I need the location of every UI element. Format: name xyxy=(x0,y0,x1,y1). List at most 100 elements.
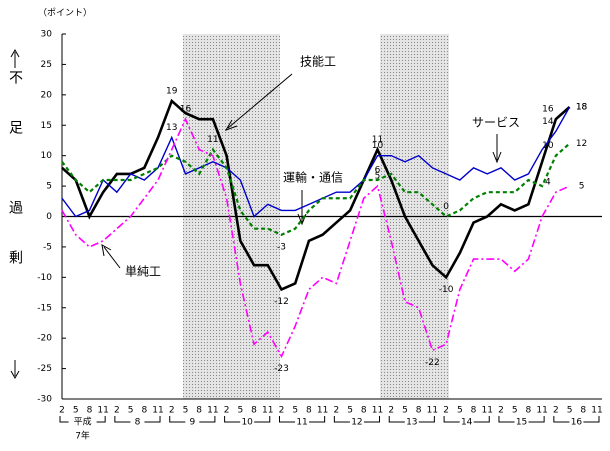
data-label: 0 xyxy=(443,202,449,212)
y-tick-label: 15 xyxy=(41,121,52,131)
x-tick-label: 11 xyxy=(207,406,218,416)
y-tick-label: -5 xyxy=(43,242,52,252)
data-label: 16 xyxy=(542,105,554,115)
arrow xyxy=(227,73,293,129)
data-label: 11 xyxy=(372,135,383,145)
x-tick-label: 2 xyxy=(224,406,230,416)
x-tick-label: 5 xyxy=(183,406,189,416)
x-tick-label: 8 xyxy=(251,406,257,416)
year-label: 10 xyxy=(241,418,253,428)
y-label-shortage: 不足 xyxy=(7,70,23,170)
series-line xyxy=(61,106,571,218)
label-bg xyxy=(295,417,310,427)
y-tick-label: 0 xyxy=(46,212,52,222)
x-tick-label: 2 xyxy=(498,406,504,416)
data-label: 4 xyxy=(545,178,551,188)
x-tick-label: 5 xyxy=(292,406,298,416)
arrow-head xyxy=(492,151,502,164)
year-label: 7年 xyxy=(75,430,90,442)
x-tick-label: 11 xyxy=(262,406,273,416)
year-label: 14 xyxy=(461,418,473,428)
series-annotation: 単純工 xyxy=(125,265,161,279)
year-label: 8 xyxy=(135,418,141,428)
x-tick-label: 5 xyxy=(457,406,463,416)
data-label: 12 xyxy=(576,139,587,149)
data-label: 11 xyxy=(207,135,218,145)
label-bg xyxy=(185,417,200,427)
y-tick-label: -15 xyxy=(37,303,52,313)
x-tick-label: 11 xyxy=(152,406,163,416)
arrow-head xyxy=(101,244,112,257)
data-label: -22 xyxy=(425,358,440,368)
series-line xyxy=(61,98,571,292)
data-label: 10 xyxy=(542,141,554,151)
y-tick-label: 30 xyxy=(41,30,53,40)
x-tick-label: 2 xyxy=(59,406,65,416)
series-line xyxy=(61,117,570,359)
data-label: 18 xyxy=(576,103,588,113)
x-tick-label: 5 xyxy=(512,406,518,416)
x-tick-label: 2 xyxy=(443,406,449,416)
data-label: -3 xyxy=(277,242,286,252)
era-label: 平成 xyxy=(74,416,92,428)
x-tick-label: 8 xyxy=(416,406,422,416)
x-tick-label: 11 xyxy=(372,406,383,416)
year-label: 15 xyxy=(516,418,527,428)
x-tick-label: 8 xyxy=(306,406,312,416)
x-tick-label: 8 xyxy=(580,406,586,416)
data-label: 18 xyxy=(576,103,588,113)
label-bg xyxy=(459,417,474,427)
x-tick-label: 11 xyxy=(591,406,602,416)
label-bg xyxy=(240,417,255,427)
x-tick-label: 5 xyxy=(567,406,573,416)
series-annotation: サービス xyxy=(472,116,520,130)
x-tick-label: 11 xyxy=(536,406,547,416)
x-tick-label: 11 xyxy=(317,406,328,416)
data-label: 19 xyxy=(166,86,178,96)
year-label: 13 xyxy=(406,418,417,428)
label-bg xyxy=(68,417,97,427)
x-tick-label: 11 xyxy=(97,406,108,416)
x-tick-label: 8 xyxy=(526,406,532,416)
y-tick-label: 10 xyxy=(41,151,53,161)
x-tick-label: 2 xyxy=(169,406,175,416)
y-tick-label: 5 xyxy=(46,182,52,192)
arrow-head xyxy=(10,370,20,380)
label-bg xyxy=(349,417,364,427)
y-tick-label: -25 xyxy=(37,364,52,374)
x-tick-label: 11 xyxy=(482,406,493,416)
y-tick-label: -10 xyxy=(37,273,52,283)
year-label: 9 xyxy=(189,418,195,428)
data-label: 6 xyxy=(375,166,381,176)
label-bg xyxy=(130,417,145,427)
arrow-head xyxy=(224,119,238,131)
label-bg xyxy=(514,417,529,427)
x-tick-label: 8 xyxy=(196,406,202,416)
year-label: 12 xyxy=(351,418,362,428)
y-tick-label: 20 xyxy=(41,90,53,100)
label-bg xyxy=(569,417,584,427)
year-label: 11 xyxy=(296,418,307,428)
series-line xyxy=(61,142,571,236)
y-tick-label: -30 xyxy=(37,395,52,405)
y-label-top xyxy=(10,48,20,68)
data-label: -10 xyxy=(439,285,454,295)
data-label: -23 xyxy=(274,364,289,374)
label-bg xyxy=(404,417,419,427)
series-annotation: 技能工 xyxy=(300,55,336,69)
data-label: 5 xyxy=(579,182,585,192)
x-tick-label: 2 xyxy=(279,406,285,416)
x-tick-label: 2 xyxy=(388,406,394,416)
y-label-surplus: 過剰 xyxy=(7,200,23,300)
data-label: -12 xyxy=(274,297,289,307)
x-tick-label: 5 xyxy=(347,406,353,416)
x-tick-label: 2 xyxy=(333,406,339,416)
y-tick-label: 25 xyxy=(41,60,52,70)
series-annotation: 運輸・通信 xyxy=(283,170,343,185)
x-tick-label: 5 xyxy=(73,406,79,416)
x-tick-label: 5 xyxy=(128,406,134,416)
x-tick-label: 5 xyxy=(237,406,243,416)
x-tick-label: 2 xyxy=(114,406,120,416)
arrow-head xyxy=(10,48,20,58)
